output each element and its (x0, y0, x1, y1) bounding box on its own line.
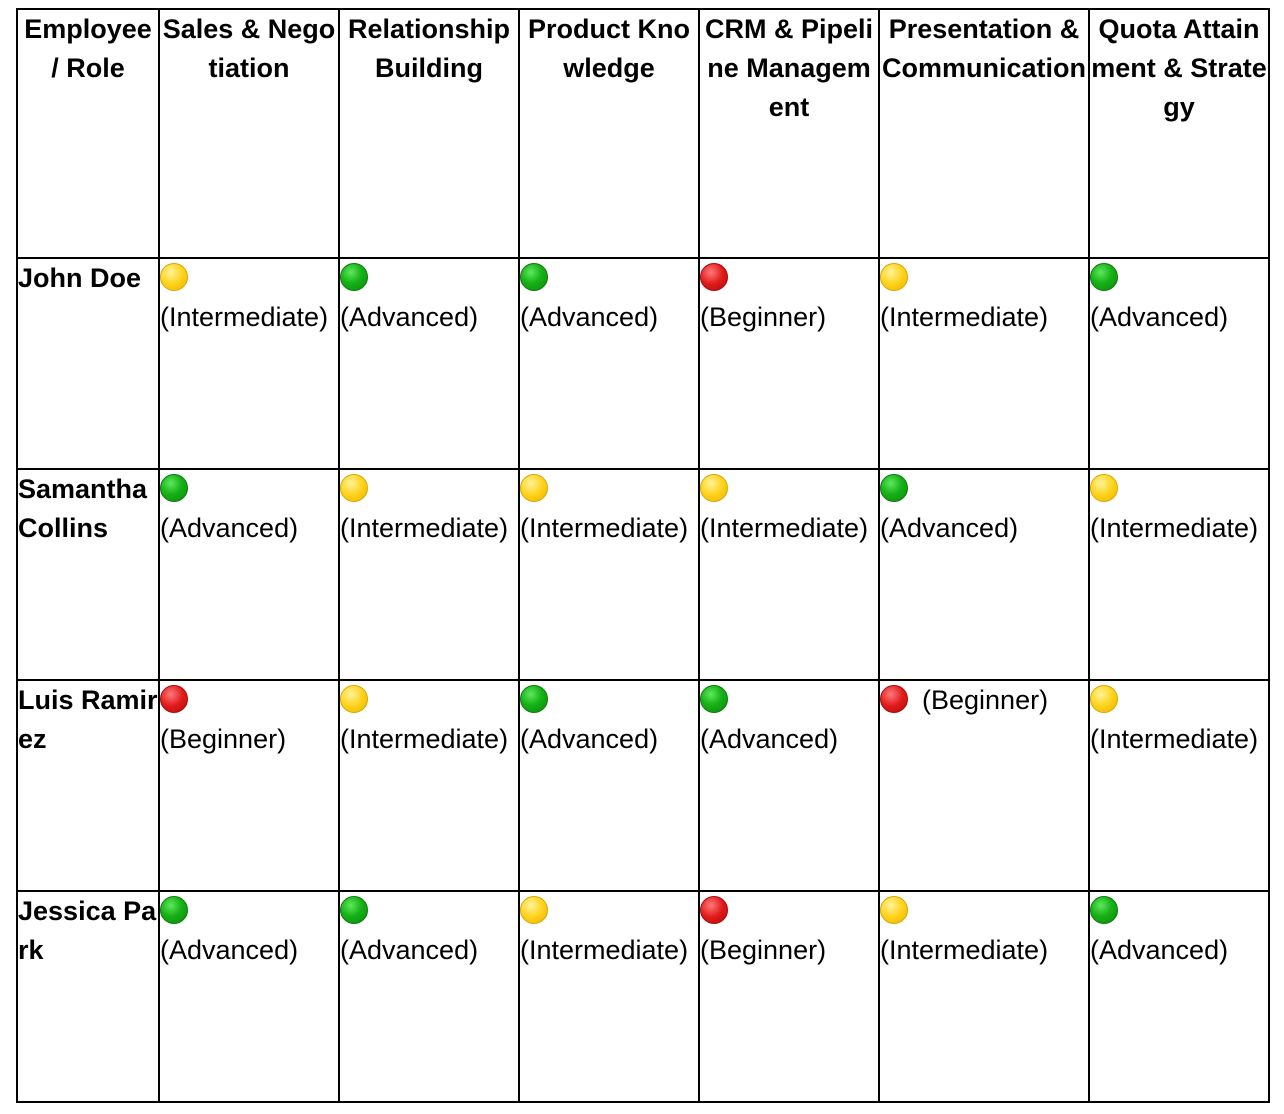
skill-cell: (Advanced) (878, 468, 1090, 681)
employee-name: John Doe (16, 257, 160, 470)
skills-matrix-table: Employee / Role Sales & Negotiation Rela… (16, 8, 1270, 1103)
employee-name: Samantha Collins (16, 468, 160, 681)
skill-cell: (Intermediate) (698, 468, 880, 681)
skill-level: (Intermediate) (880, 935, 1049, 965)
header-row: Employee / Role Sales & Negotiation Rela… (16, 8, 1270, 259)
skill-cell: (Advanced) (1088, 257, 1270, 470)
skill-level: (Intermediate) (1090, 513, 1259, 543)
green-circle-icon (340, 895, 368, 924)
skill-level: (Advanced) (1090, 935, 1229, 965)
skill-level: (Advanced) (700, 724, 839, 754)
skill-cell: (Beginner) (698, 890, 880, 1103)
skill-cell: (Advanced) (698, 679, 880, 892)
yellow-circle-icon (880, 895, 908, 924)
skill-cell: (Advanced) (1088, 890, 1270, 1103)
red-circle-icon (880, 684, 908, 713)
skill-level: (Beginner) (160, 724, 287, 754)
header-presentation-communication: Presentation & Communication (878, 8, 1090, 259)
skill-level: (Advanced) (160, 513, 299, 543)
skill-cell: (Advanced) (518, 679, 700, 892)
green-circle-icon (160, 895, 188, 924)
green-circle-icon (1090, 895, 1118, 924)
header-sales-negotiation: Sales & Negotiation (158, 8, 340, 259)
skill-level: (Beginner) (700, 935, 827, 965)
red-circle-icon (160, 684, 188, 713)
skill-level: (Intermediate) (700, 513, 869, 543)
skill-cell: (Advanced) (338, 890, 520, 1103)
skill-cell: (Intermediate) (878, 890, 1090, 1103)
skill-cell: (Intermediate) (338, 679, 520, 892)
yellow-circle-icon (160, 262, 188, 291)
yellow-circle-icon (1090, 473, 1118, 502)
header-quota-strategy: Quota Attainment & Strategy (1088, 8, 1270, 259)
yellow-circle-icon (520, 895, 548, 924)
yellow-circle-icon (340, 684, 368, 713)
skill-cell: (Intermediate) (518, 890, 700, 1103)
yellow-circle-icon (340, 473, 368, 502)
skill-level: (Intermediate) (1090, 724, 1259, 754)
skill-cell: (Intermediate) (1088, 679, 1270, 892)
skill-level: (Intermediate) (520, 513, 689, 543)
skill-level: (Intermediate) (340, 724, 509, 754)
header-product-knowledge: Product Knowledge (518, 8, 700, 259)
skill-level: (Intermediate) (520, 935, 689, 965)
green-circle-icon (520, 262, 548, 291)
table-row: Jessica Park (Advanced) (Advanced) (Inte… (16, 890, 1270, 1103)
skill-cell: (Beginner) (158, 679, 340, 892)
employee-name: Luis Ramirez (16, 679, 160, 892)
skill-level: (Advanced) (520, 302, 659, 332)
skill-cell: (Intermediate) (1088, 468, 1270, 681)
red-circle-icon (700, 262, 728, 291)
yellow-circle-icon (520, 473, 548, 502)
skill-cell: (Advanced) (338, 257, 520, 470)
skill-cell: (Advanced) (158, 468, 340, 681)
header-relationship-building: Relationship Building (338, 8, 520, 259)
employee-name: Jessica Park (16, 890, 160, 1103)
skill-cell: (Intermediate) (158, 257, 340, 470)
skill-level: (Advanced) (340, 935, 479, 965)
skill-level: (Advanced) (880, 513, 1019, 543)
skill-cell: (Beginner) (878, 679, 1090, 892)
red-circle-icon (700, 895, 728, 924)
skill-cell: (Intermediate) (518, 468, 700, 681)
skill-level: (Beginner) (922, 685, 1049, 715)
skill-cell: (Intermediate) (878, 257, 1090, 470)
green-circle-icon (340, 262, 368, 291)
green-circle-icon (700, 684, 728, 713)
skill-level: (Intermediate) (340, 513, 509, 543)
table-row: Luis Ramirez (Beginner) (Intermediate) (… (16, 679, 1270, 892)
yellow-circle-icon (700, 473, 728, 502)
green-circle-icon (160, 473, 188, 502)
skill-level: (Beginner) (700, 302, 827, 332)
table-row: John Doe (Intermediate) (Advanced) (Adva… (16, 257, 1270, 470)
green-circle-icon (520, 684, 548, 713)
table-row: Samantha Collins (Advanced) (Intermediat… (16, 468, 1270, 681)
skill-cell: (Advanced) (518, 257, 700, 470)
green-circle-icon (880, 473, 908, 502)
skill-level: (Advanced) (1090, 302, 1229, 332)
skill-cell: (Beginner) (698, 257, 880, 470)
skill-level: (Advanced) (160, 935, 299, 965)
yellow-circle-icon (880, 262, 908, 291)
header-crm-pipeline: CRM & Pipeline Management (698, 8, 880, 259)
green-circle-icon (1090, 262, 1118, 291)
skill-cell: (Intermediate) (338, 468, 520, 681)
skill-level: (Advanced) (340, 302, 479, 332)
skill-cell: (Advanced) (158, 890, 340, 1103)
skill-level: (Intermediate) (160, 302, 329, 332)
yellow-circle-icon (1090, 684, 1118, 713)
header-employee-role: Employee / Role (16, 8, 160, 259)
skill-level: (Intermediate) (880, 302, 1049, 332)
skill-level: (Advanced) (520, 724, 659, 754)
